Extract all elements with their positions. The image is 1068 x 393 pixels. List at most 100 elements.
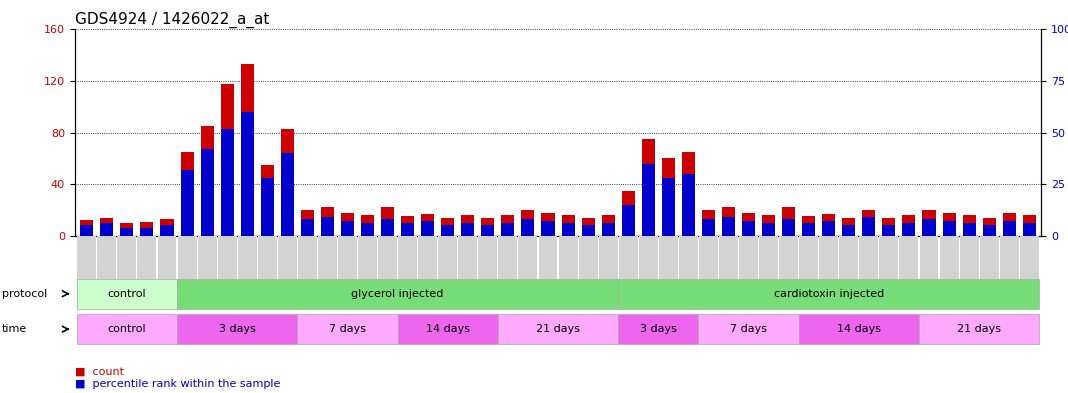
Text: glycerol injected: glycerol injected <box>351 289 444 299</box>
Bar <box>281 153 294 236</box>
Bar <box>301 219 314 236</box>
Bar <box>681 152 695 236</box>
Bar <box>802 223 815 236</box>
Bar <box>361 223 374 236</box>
Bar <box>201 126 214 236</box>
Bar <box>562 215 575 236</box>
Text: GDS4924 / 1426022_a_at: GDS4924 / 1426022_a_at <box>75 12 269 28</box>
Bar <box>1023 215 1036 236</box>
Bar <box>441 218 454 236</box>
Bar <box>943 221 956 236</box>
Bar <box>361 215 374 236</box>
Bar <box>402 217 414 236</box>
Text: 7 days: 7 days <box>329 324 366 334</box>
Bar <box>521 210 534 236</box>
Bar <box>80 226 93 236</box>
Text: 14 days: 14 days <box>837 324 881 334</box>
Bar <box>601 223 615 236</box>
Bar <box>642 163 655 236</box>
Bar <box>822 221 835 236</box>
Bar <box>1003 221 1016 236</box>
Bar <box>1023 223 1036 236</box>
Bar <box>742 221 755 236</box>
Bar <box>702 210 714 236</box>
Text: control: control <box>108 289 146 299</box>
Text: ■  percentile rank within the sample: ■ percentile rank within the sample <box>75 379 280 389</box>
Bar <box>441 226 454 236</box>
Bar <box>421 214 435 236</box>
Bar <box>501 215 515 236</box>
Bar <box>601 215 615 236</box>
Bar <box>902 215 915 236</box>
Bar <box>221 84 234 236</box>
Bar <box>160 226 173 236</box>
Bar <box>882 226 895 236</box>
Text: 21 days: 21 days <box>536 324 580 334</box>
Bar <box>482 226 494 236</box>
Bar <box>201 149 214 236</box>
Bar <box>562 223 575 236</box>
Bar <box>140 228 154 236</box>
Bar <box>402 223 414 236</box>
Bar <box>240 64 254 236</box>
Bar <box>261 178 273 236</box>
Bar <box>100 223 113 236</box>
Bar <box>722 217 735 236</box>
Bar <box>1003 213 1016 236</box>
Bar <box>681 174 695 236</box>
Bar <box>381 208 394 236</box>
Bar <box>180 170 193 236</box>
Bar <box>140 222 154 236</box>
Bar <box>582 218 595 236</box>
Text: ■  count: ■ count <box>75 366 124 376</box>
Bar <box>962 215 976 236</box>
Bar <box>320 208 334 236</box>
Bar <box>622 191 634 236</box>
Bar <box>240 112 254 236</box>
Bar <box>702 219 714 236</box>
Bar <box>121 223 134 236</box>
Bar <box>782 219 796 236</box>
Bar <box>281 129 294 236</box>
Bar <box>943 213 956 236</box>
Bar <box>742 213 755 236</box>
Text: 3 days: 3 days <box>219 324 255 334</box>
Bar <box>320 217 334 236</box>
Bar <box>461 223 474 236</box>
Bar <box>341 221 354 236</box>
Bar <box>843 226 855 236</box>
Bar <box>501 223 515 236</box>
Bar <box>763 215 775 236</box>
Bar <box>902 223 915 236</box>
Bar <box>80 220 93 236</box>
Bar <box>541 221 554 236</box>
Bar <box>923 210 936 236</box>
Bar <box>983 218 995 236</box>
Bar <box>221 129 234 236</box>
Bar <box>100 218 113 236</box>
Text: time: time <box>2 324 28 334</box>
Text: protocol: protocol <box>2 289 47 299</box>
Text: 7 days: 7 days <box>731 324 767 334</box>
Bar <box>482 218 494 236</box>
Bar <box>622 205 634 236</box>
Bar <box>862 210 876 236</box>
Text: control: control <box>108 324 146 334</box>
Bar <box>802 217 815 236</box>
Bar <box>582 226 595 236</box>
Bar <box>642 139 655 236</box>
Bar <box>722 208 735 236</box>
Bar <box>180 152 193 236</box>
Bar <box>301 210 314 236</box>
Bar <box>782 208 796 236</box>
Bar <box>862 217 876 236</box>
Text: 14 days: 14 days <box>426 324 470 334</box>
Bar <box>341 213 354 236</box>
Bar <box>983 226 995 236</box>
Bar <box>923 219 936 236</box>
Bar <box>662 158 675 236</box>
Text: cardiotoxin injected: cardiotoxin injected <box>773 289 884 299</box>
Bar <box>121 228 134 236</box>
Text: 21 days: 21 days <box>957 324 1001 334</box>
Bar <box>461 215 474 236</box>
